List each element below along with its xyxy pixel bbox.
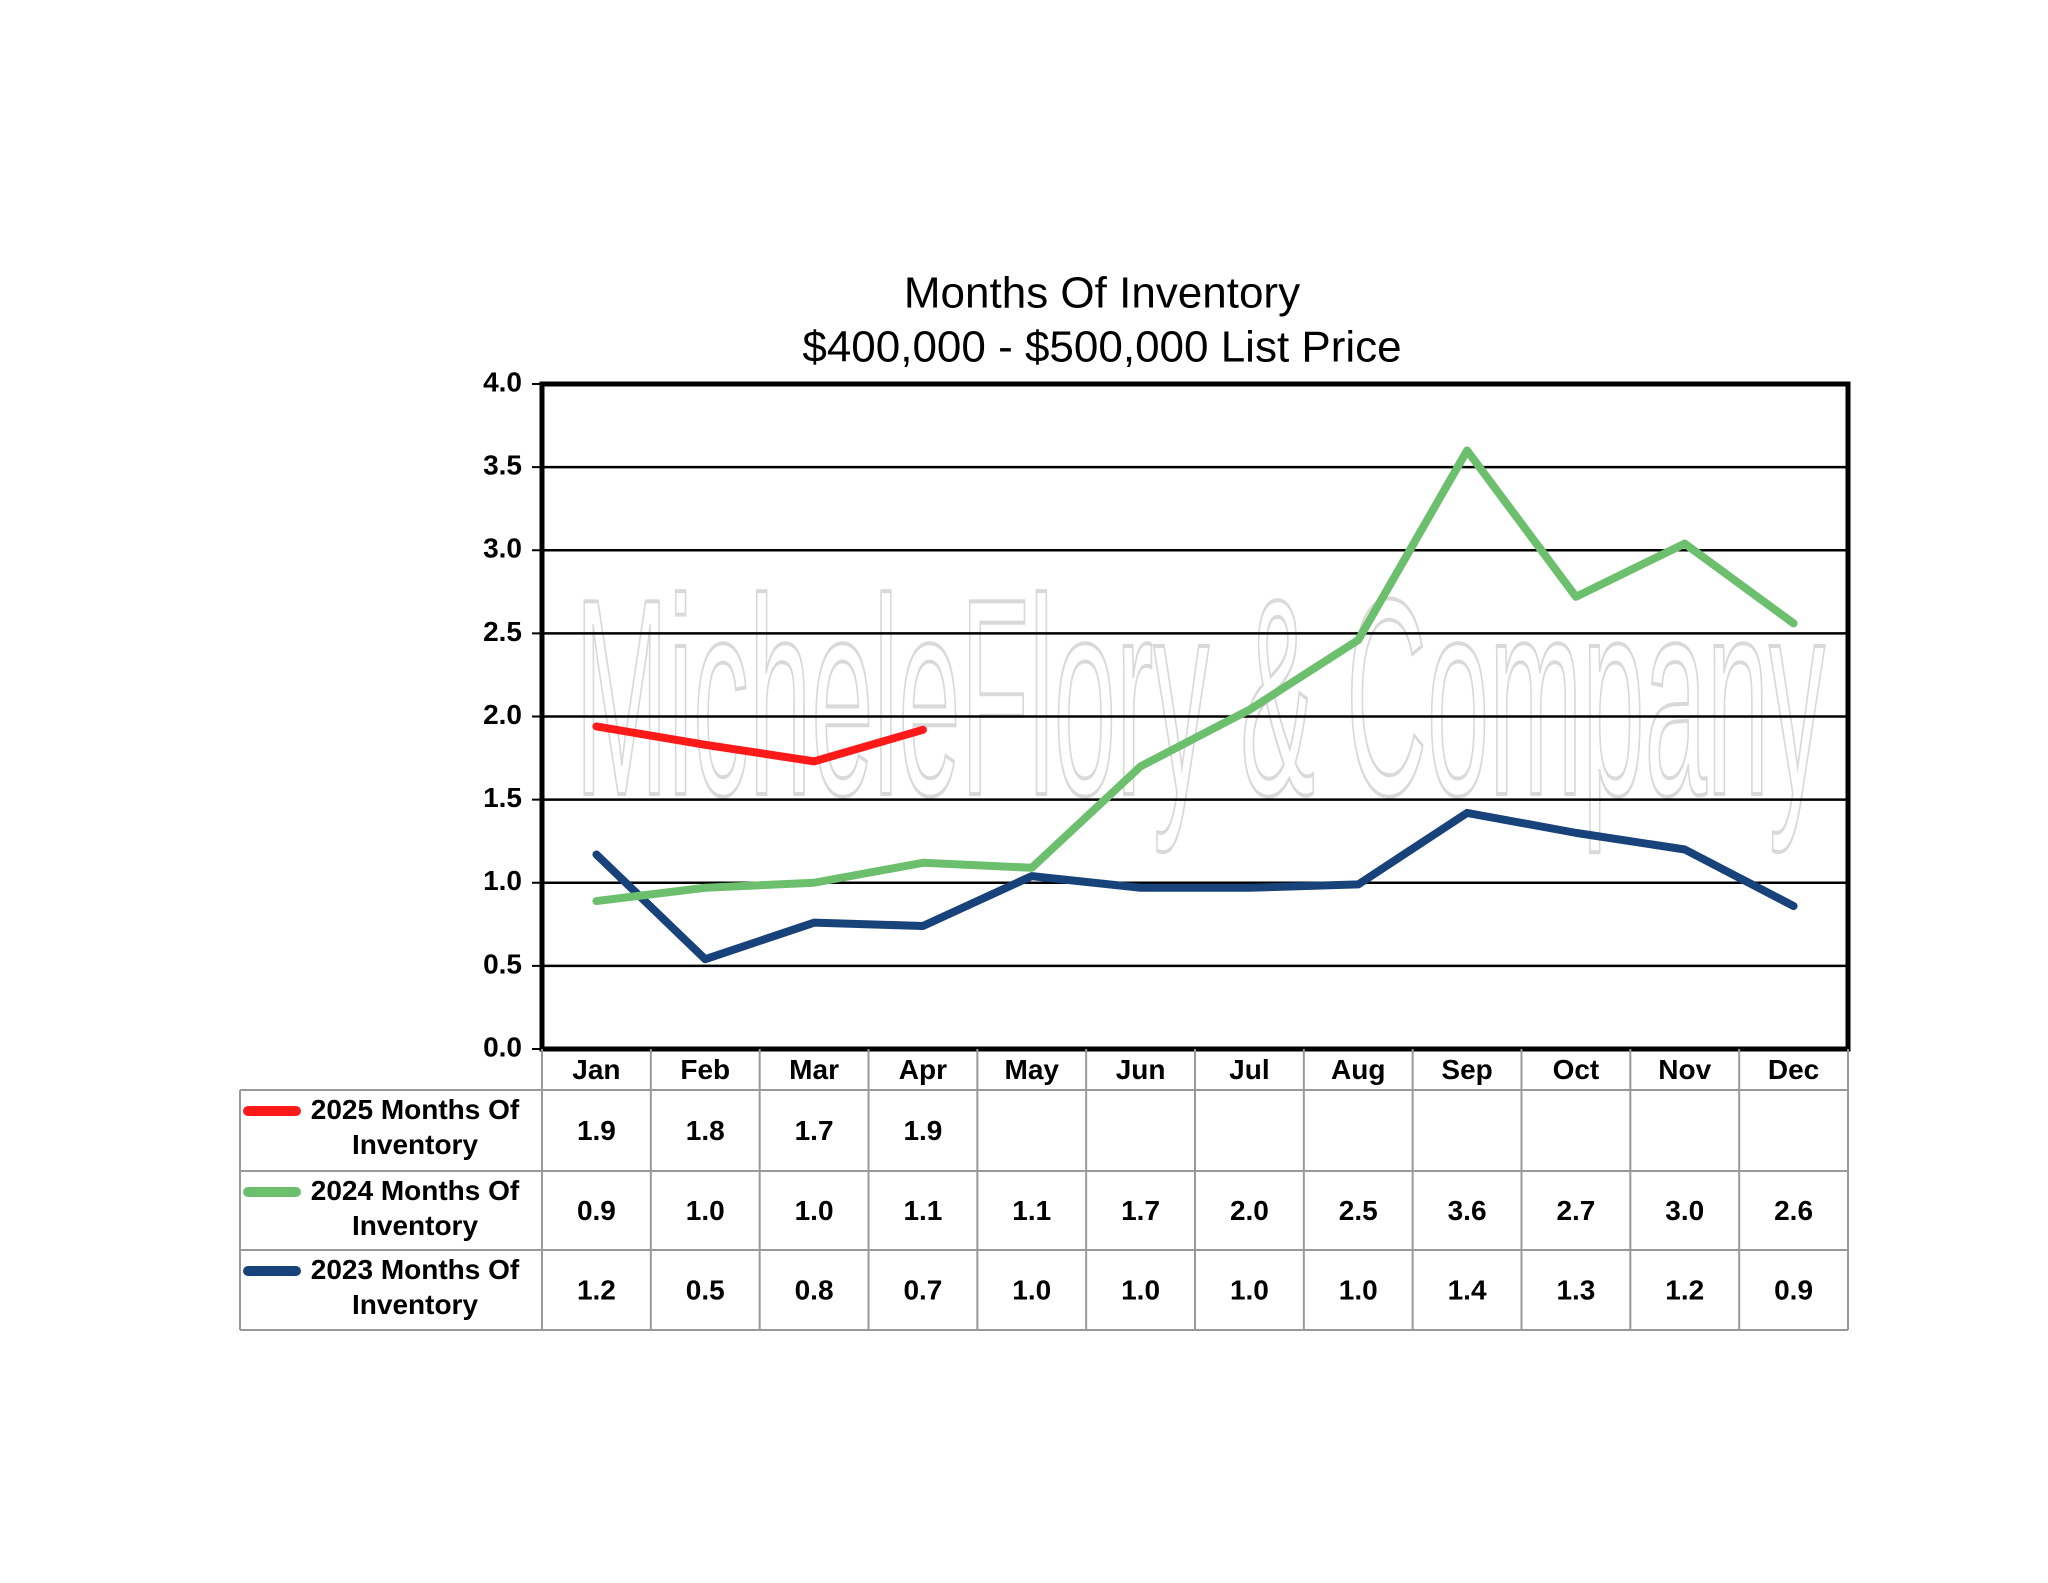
- table-value: 0.9: [577, 1195, 616, 1226]
- x-tick-label: Oct: [1553, 1054, 1600, 1085]
- table-value: 3.0: [1665, 1195, 1704, 1226]
- series-line: [592, 446, 1798, 906]
- y-tick-label: 0.0: [483, 1031, 522, 1062]
- legend-label-box: 2023 Months Of Inventory: [310, 1254, 520, 1320]
- y-tick-label: 0.5: [483, 948, 522, 979]
- table-value: 2.0: [1230, 1195, 1269, 1226]
- chart-title: Months Of Inventory: [904, 269, 1300, 318]
- legend-label: 2023 Months Of Inventory: [310, 1254, 520, 1320]
- x-tick-label: May: [1005, 1054, 1060, 1085]
- table-value: 1.7: [795, 1115, 834, 1146]
- x-tick-label: Jul: [1229, 1054, 1269, 1085]
- table-value: 1.0: [686, 1195, 725, 1226]
- table-value: 1.8: [686, 1115, 725, 1146]
- x-tick-label: Dec: [1768, 1054, 1819, 1085]
- table-value: 1.4: [1448, 1274, 1487, 1305]
- table-value: 0.5: [686, 1274, 725, 1305]
- table-value: 1.9: [577, 1115, 616, 1146]
- table-value: 3.6: [1448, 1195, 1487, 1226]
- x-tick-label: Feb: [680, 1054, 730, 1085]
- table-value: 1.0: [1121, 1274, 1160, 1305]
- table-value: 1.3: [1556, 1274, 1595, 1305]
- legend-label: 2024 Months Of Inventory: [310, 1175, 520, 1241]
- x-tick-label: Aug: [1331, 1054, 1385, 1085]
- legend-label-box: 2024 Months Of Inventory: [310, 1175, 520, 1241]
- table-value: 2.6: [1774, 1195, 1813, 1226]
- legend-label: 2025 Months Of Inventory: [310, 1094, 520, 1160]
- x-tick-label: Apr: [899, 1054, 947, 1085]
- table-value: 1.2: [1665, 1274, 1704, 1305]
- table-value: 2.7: [1556, 1195, 1595, 1226]
- table-value: 1.0: [1012, 1274, 1051, 1305]
- series-line: [592, 722, 927, 766]
- y-tick-label: 1.0: [483, 865, 522, 896]
- table-value: 0.8: [795, 1274, 834, 1305]
- table-value: 2.5: [1339, 1195, 1378, 1226]
- series-line: [592, 808, 1798, 964]
- legend-label-box: 2025 Months Of Inventory: [310, 1094, 520, 1160]
- y-tick-label: 3.0: [483, 533, 522, 564]
- x-tick-label: Nov: [1658, 1054, 1711, 1085]
- x-tick-label: Mar: [789, 1054, 839, 1085]
- x-tick-label: Sep: [1441, 1054, 1492, 1085]
- x-tick-label: Jun: [1116, 1054, 1166, 1085]
- chart-subtitle: $400,000 - $500,000 List Price: [802, 323, 1401, 372]
- table-value: 0.7: [903, 1274, 942, 1305]
- y-tick-label: 2.0: [483, 699, 522, 730]
- watermark: MicheleFlory & Company: [575, 542, 1825, 855]
- table-value: 1.2: [577, 1274, 616, 1305]
- y-tick-label: 2.5: [483, 616, 522, 647]
- table-value: 1.1: [903, 1195, 942, 1226]
- x-tick-label: Jan: [572, 1054, 620, 1085]
- table-value: 1.9: [903, 1115, 942, 1146]
- y-tick-label: 4.0: [483, 366, 522, 397]
- y-tick-label: 3.5: [483, 450, 522, 481]
- table-value: 1.0: [1230, 1274, 1269, 1305]
- y-tick-label: 1.5: [483, 782, 522, 813]
- table-value: 1.7: [1121, 1195, 1160, 1226]
- table-value: 1.0: [795, 1195, 834, 1226]
- table-value: 1.0: [1339, 1274, 1378, 1305]
- table-value: 1.1: [1012, 1195, 1051, 1226]
- table-value: 0.9: [1774, 1274, 1813, 1305]
